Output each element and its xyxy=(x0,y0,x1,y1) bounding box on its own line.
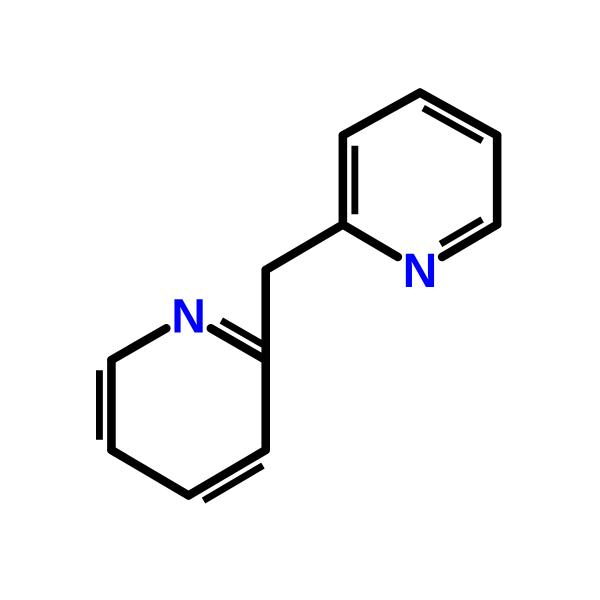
nitrogen-atom-label: N xyxy=(171,291,206,344)
bond xyxy=(343,225,398,257)
molecule-diagram: NN xyxy=(0,0,600,600)
bond xyxy=(266,225,343,270)
nitrogen-atom-label: N xyxy=(403,245,438,298)
bond xyxy=(111,450,188,495)
bond xyxy=(343,93,420,136)
bond xyxy=(111,328,166,360)
